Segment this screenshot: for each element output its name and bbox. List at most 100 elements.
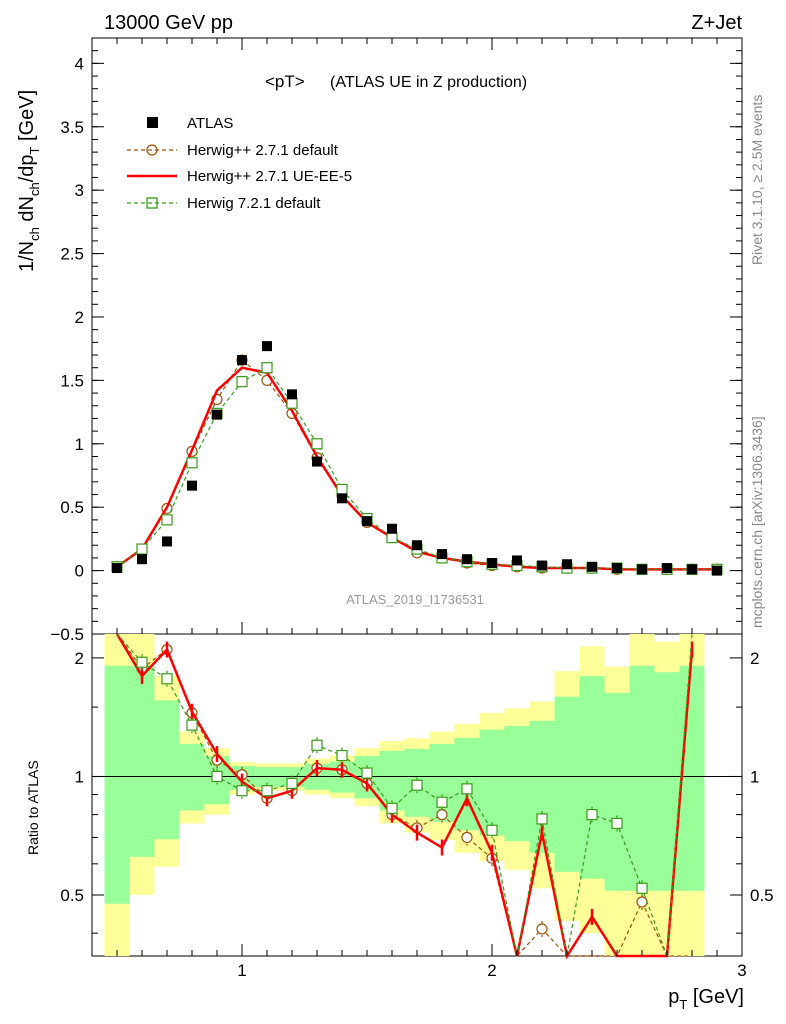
stat-band-bin — [179, 743, 205, 811]
ratio-point — [336, 749, 348, 762]
ratio-tick-label: 1 — [75, 767, 84, 786]
mcplots-label: mcplots.cern.ch [arXiv:1306.3436] — [749, 416, 765, 628]
atlas-data-point — [437, 549, 447, 560]
plot-title-detail: (ATLAS UE in Z production) — [330, 74, 527, 91]
legend-marker-herwig7 — [146, 197, 158, 209]
ratio-point — [461, 831, 473, 844]
ratio-point — [486, 824, 498, 836]
main-series — [111, 341, 723, 576]
y-tick-label: 2 — [75, 308, 84, 327]
atlas-data-point — [512, 555, 522, 566]
atlas-data-point — [537, 560, 547, 571]
x-tick-label: 2 — [487, 961, 496, 980]
legend: ATLAS Herwig++ 2.7.1 default Herwig++ 2.… — [127, 115, 352, 212]
atlas-data-point — [337, 493, 347, 504]
atlas-data-point — [662, 563, 672, 574]
ratio-point — [536, 923, 548, 935]
plot-title-main: <pT> — [265, 72, 305, 91]
series-point — [286, 397, 298, 409]
ratio-point — [211, 770, 223, 783]
y-axis-label-ratio: Ratio to ATLAS — [25, 760, 41, 855]
stat-band-bin — [254, 767, 280, 788]
atlas-data-point — [612, 563, 622, 574]
atlas-data-point — [562, 559, 572, 570]
ratio-point — [161, 673, 173, 685]
analysis-label: ATLAS_2019_I1736531 — [346, 592, 484, 607]
x-tick-label: 3 — [737, 961, 746, 980]
ratio-point — [411, 779, 423, 791]
series-line-1 — [116, 359, 717, 570]
process-label: Z+Jet — [691, 12, 742, 34]
atlas-data-point — [187, 480, 197, 491]
atlas-data-point — [412, 540, 422, 551]
x-axis-label: pT [GeV] — [668, 986, 744, 1012]
atlas-data-point — [487, 557, 497, 568]
stat-band-bin — [554, 696, 580, 872]
series-point — [161, 514, 173, 526]
ratio-point — [311, 739, 323, 751]
atlas-data-point — [637, 564, 647, 575]
stat-band-bin — [579, 676, 605, 879]
y-tick-label: 3.5 — [60, 118, 84, 137]
energy-label: 13000 GeV pp — [104, 12, 233, 34]
series-line-3 — [116, 366, 717, 570]
stat-band-bin — [604, 692, 630, 891]
series-point — [186, 457, 198, 469]
legend-label-atlas: ATLAS — [187, 115, 233, 132]
ratio-series — [115, 633, 694, 960]
legend-marker-atlas — [147, 117, 158, 128]
atlas-data-point — [212, 409, 222, 420]
ratio-point — [136, 656, 148, 668]
ratio-line-0 — [116, 633, 692, 958]
legend-label-herwigpp-default: Herwig++ 2.7.1 default — [187, 142, 339, 159]
ratio-point — [286, 777, 298, 790]
stat-band-bin — [154, 700, 180, 840]
rivet-label: Rivet 3.1.10, ≥ 2.5M events — [749, 95, 765, 265]
stat-band-bin — [504, 726, 530, 842]
stat-band-bin — [629, 665, 655, 891]
atlas-data-point — [287, 389, 297, 400]
series-line-2 — [116, 366, 717, 571]
ratio-tick-label: 2 — [75, 649, 84, 668]
series-point — [261, 362, 273, 374]
y-tick-label: 0.5 — [60, 498, 84, 517]
ratio-point — [536, 813, 548, 825]
y-axis-label-main: 1/Nch dNch/dpT [GeV] — [16, 90, 42, 272]
y-tick-label: 3 — [75, 181, 84, 200]
legend-marker-herwigpp-default — [146, 144, 158, 156]
y-tick-label: 1.5 — [60, 371, 84, 390]
atlas-data-point — [387, 523, 397, 534]
atlas-data-point — [112, 563, 122, 574]
ratio-line-1 — [115, 633, 694, 960]
ratio-point — [236, 785, 248, 797]
series-point — [311, 438, 323, 450]
legend-label-herwigpp-ueee5: Herwig++ 2.7.1 UE-EE-5 — [187, 168, 352, 185]
stat-band-bin — [479, 729, 505, 836]
series-point — [136, 543, 148, 555]
ratio-point — [436, 796, 448, 808]
stat-band-bin — [104, 665, 130, 904]
ratio-point — [636, 896, 648, 908]
ratio-point — [261, 785, 273, 797]
atlas-data-point — [262, 341, 272, 352]
ratio-point — [186, 719, 198, 731]
ratio-point — [436, 809, 448, 821]
atlas-data-point — [162, 536, 172, 547]
atlas-data-point — [312, 456, 322, 467]
atlas-data-point — [712, 565, 722, 576]
atlas-data-point — [687, 564, 697, 575]
y-tick-label: −0.5 — [50, 625, 84, 644]
series-point — [336, 483, 348, 496]
atlas-data-point — [362, 516, 372, 527]
ratio-uncertainty-bands — [92, 634, 742, 956]
legend-label-herwig7: Herwig 7.2.1 default — [187, 195, 321, 212]
ratio-point — [461, 783, 473, 795]
stat-band-bin — [129, 665, 155, 857]
atlas-data-point — [137, 554, 147, 565]
atlas-data-point — [462, 554, 472, 565]
atlas-data-point — [587, 561, 597, 572]
ratio-point — [386, 802, 398, 814]
series-point — [236, 376, 248, 388]
ratio-point — [636, 882, 648, 894]
